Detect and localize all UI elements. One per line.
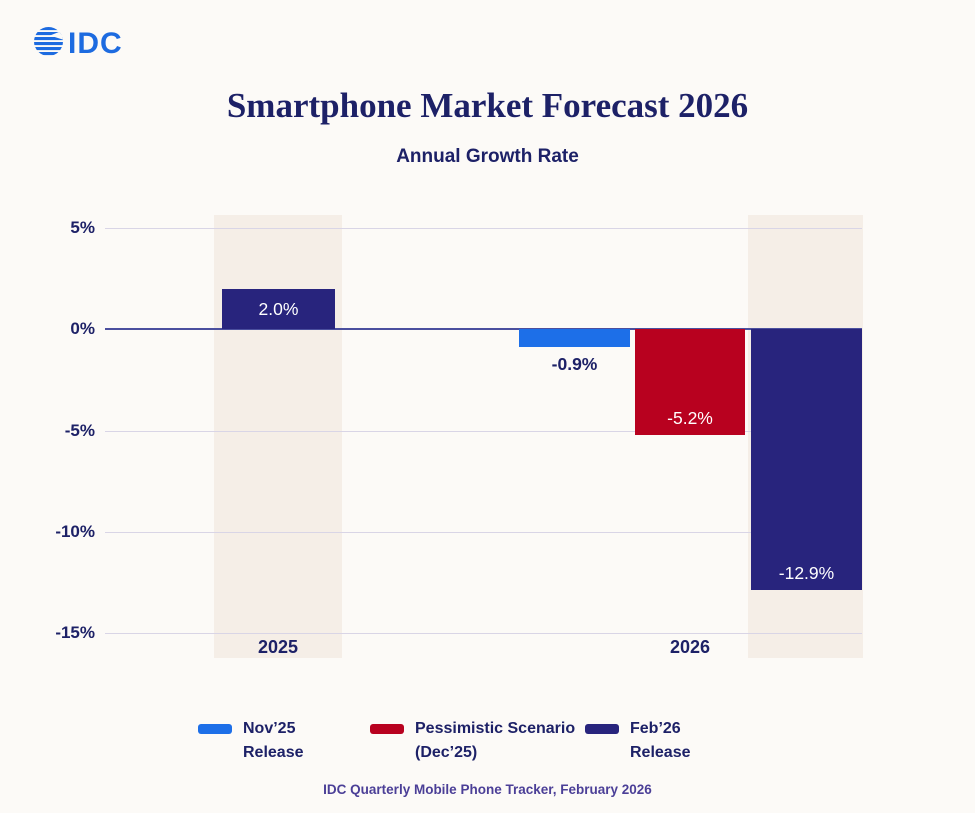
- idc-globe-icon: [33, 26, 64, 62]
- gridline--15: [105, 633, 862, 634]
- chart-title: Smartphone Market Forecast 2026: [226, 86, 749, 125]
- chart-legend: Nov’25 Release Pessimistic Scenario (Dec’25…: [0, 717, 975, 777]
- gridline--5: [105, 430, 862, 432]
- legend-item: Pessimistic Scenario (Dec’25): [370, 717, 575, 765]
- idc-logo-text: IDC: [68, 27, 123, 60]
- bar-2026-4: [751, 329, 862, 591]
- legend-swatch: [585, 724, 619, 734]
- y-axis-tick-label: -15%: [55, 623, 95, 642]
- bar-2025-1: [222, 288, 335, 330]
- legend-label: Pessimistic Scenario (Dec’25): [415, 720, 576, 761]
- x-axis-category-label: 2026: [669, 637, 711, 657]
- bar-value-label: -0.9%: [551, 354, 598, 375]
- legend-item: Feb’26 Release: [585, 717, 691, 765]
- bar-value-label: -5.2%: [667, 407, 713, 428]
- legend-label: Nov’25 Release: [243, 720, 304, 761]
- legend-item: Nov’25 Release: [198, 717, 304, 765]
- legend-swatch: [370, 724, 404, 734]
- legend-label: Feb’26 Release: [630, 720, 691, 761]
- gridline--10: [105, 531, 862, 533]
- gridline-5: [105, 228, 862, 229]
- chart-subtitle: Annual Growth Rate: [396, 146, 579, 167]
- bar-2026-3: [635, 329, 745, 435]
- x-axis-category-label: 2025: [257, 637, 299, 657]
- bar-value-label: -12.9%: [778, 563, 835, 584]
- y-axis-tick-label: -10%: [55, 521, 95, 541]
- gridline-0: [105, 328, 862, 331]
- y-axis-tick-label: 5%: [70, 218, 95, 237]
- bar-value-label: 2.0%: [258, 299, 299, 319]
- y-axis-tick-label: -5%: [64, 420, 95, 440]
- bar-2026-2: [519, 329, 630, 348]
- highlight-band: [214, 215, 342, 658]
- legend-swatch: [198, 724, 232, 734]
- y-axis-tick-label: 0%: [70, 319, 95, 339]
- source-attribution: IDC Quarterly Mobile Phone Tracker, Febr…: [323, 782, 652, 797]
- idc-logo: IDC: [33, 26, 123, 62]
